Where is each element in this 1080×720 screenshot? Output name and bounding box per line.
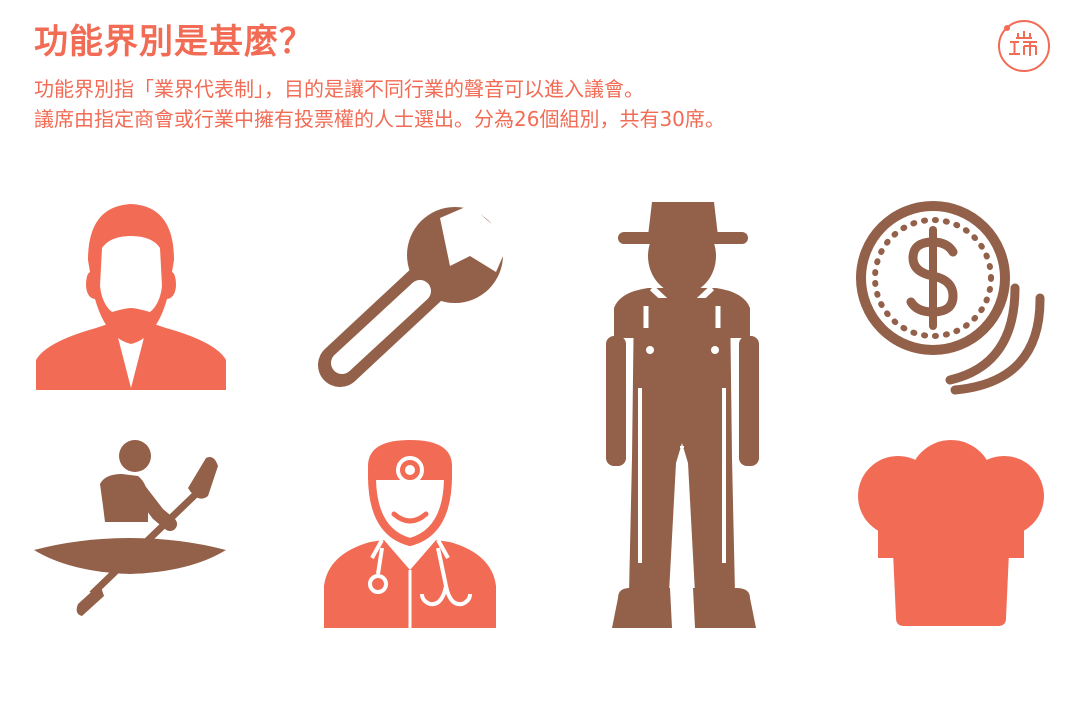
coin-icon bbox=[855, 200, 1050, 395]
page-title: 功能界別是甚麼？ bbox=[34, 22, 314, 62]
doctor-icon bbox=[322, 436, 498, 628]
wrench-icon bbox=[310, 200, 510, 395]
chef-hat-icon bbox=[856, 440, 1046, 630]
description-line-1: 功能界別指「業界代表制」，目的是讓不同行業的聲音可以進入議會。 bbox=[34, 77, 644, 101]
rower-icon bbox=[30, 436, 230, 626]
description-line-2: 議席由指定商會或行業中擁有投票權的人士選出。分為26個組別，共有30席。 bbox=[34, 107, 725, 131]
farmer-icon bbox=[600, 198, 765, 630]
businessman-icon bbox=[36, 200, 226, 390]
initium-logo-icon bbox=[996, 18, 1052, 74]
